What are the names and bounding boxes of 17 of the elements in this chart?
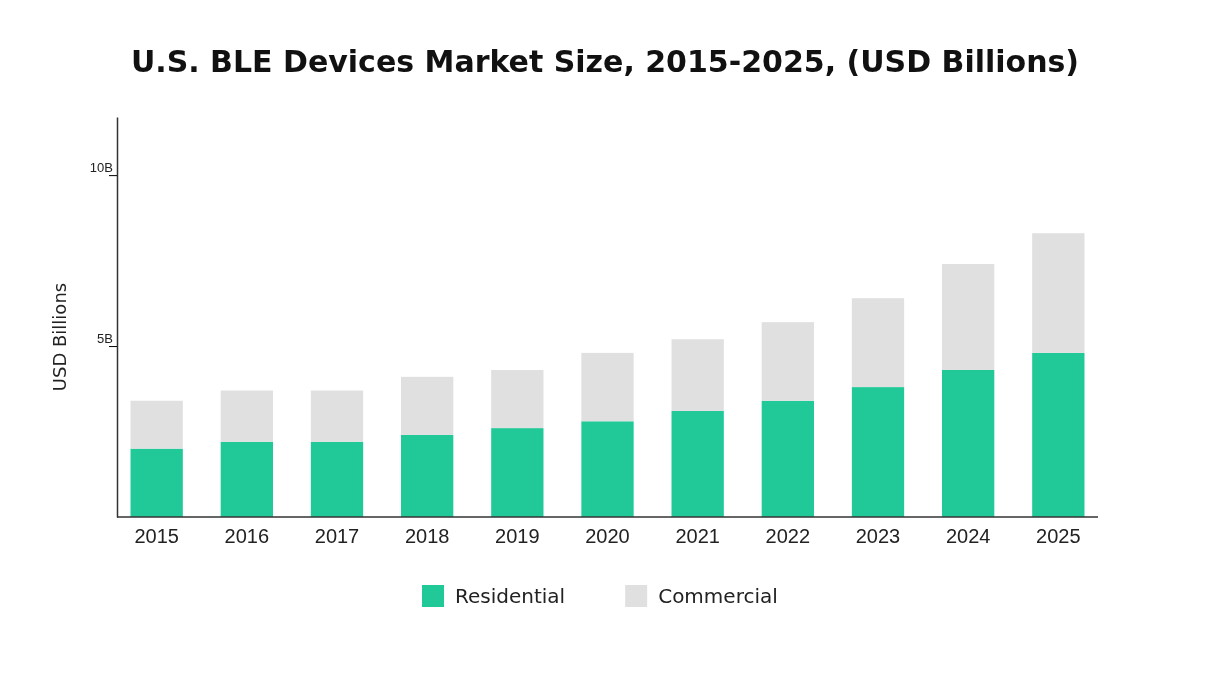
x-tick-label: 2020 (585, 525, 630, 548)
legend-label: Residential (455, 584, 566, 608)
y-axis-title: USD Billions (49, 282, 70, 392)
x-tick-label: 2021 (675, 525, 720, 548)
x-tick-label: 2018 (404, 525, 450, 548)
x-tick-label: 2019 (495, 525, 540, 548)
x-tick-label: 2015 (134, 525, 179, 548)
chart-title: U.S. BLE Devices Market Size, 2015-2025, (USD Billions) (130, 44, 1080, 79)
x-tick-label: 2016 (224, 525, 270, 548)
x-tick-label: 2023 (855, 525, 901, 548)
x-tick-label: 2025 (1036, 525, 1081, 548)
legend-label: Commercial (658, 584, 778, 608)
x-tick-label: 2022 (765, 525, 811, 548)
y-tick-label: 10B (89, 159, 113, 175)
x-tick-label: 2024 (945, 525, 991, 548)
x-tick-label: 2017 (314, 525, 360, 548)
y-tick-label: 5B (97, 330, 113, 346)
